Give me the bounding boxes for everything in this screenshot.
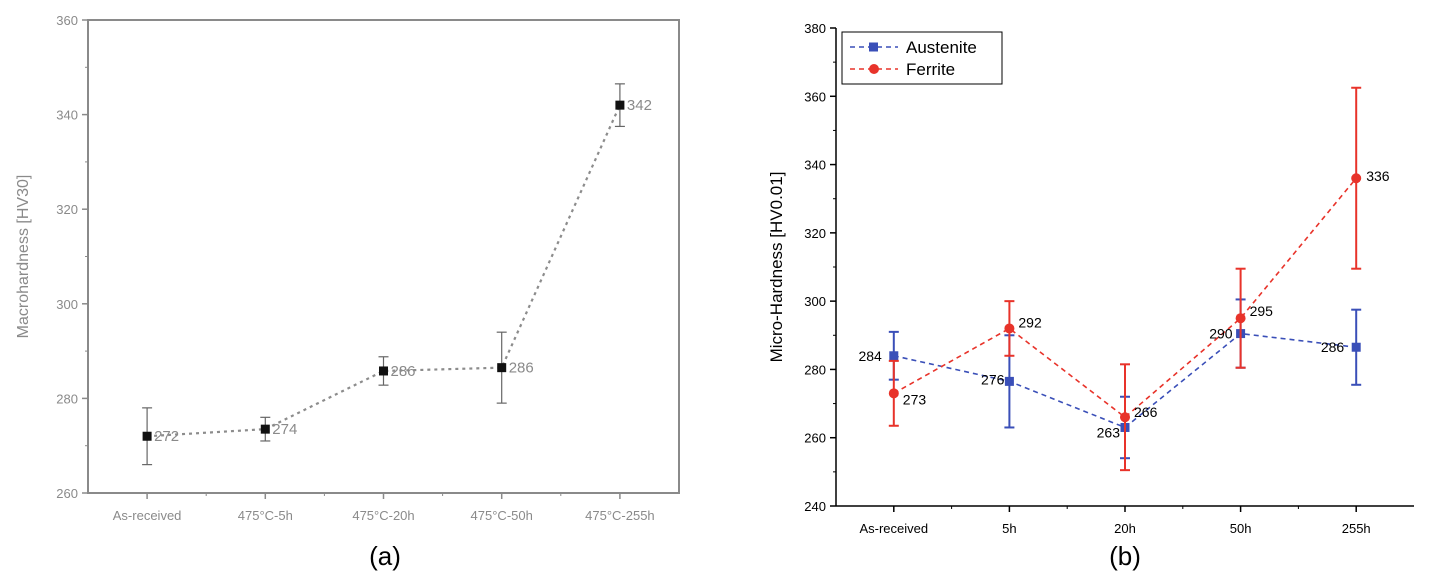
data-point xyxy=(142,431,152,441)
y-axis-label: Micro-Hardness [HV0.01] xyxy=(767,172,786,363)
data-label: 336 xyxy=(1366,168,1390,184)
data-point xyxy=(1351,173,1362,184)
data-point xyxy=(1351,342,1361,352)
legend-label: Ferrite xyxy=(906,60,955,79)
data-label: 274 xyxy=(272,421,297,438)
data-label: 266 xyxy=(1134,404,1158,420)
data-point xyxy=(497,363,507,373)
data-label: 286 xyxy=(1321,339,1345,355)
x-tick-label: 475°C-20h xyxy=(352,508,414,523)
x-tick-label: 475°C-255h xyxy=(585,508,655,523)
microhardness-chart: 240 260 280 300 320 340 360 380 As-received 5h 20h… xyxy=(767,21,1414,571)
y-tick-label: 300 xyxy=(804,294,826,309)
data-label: 286 xyxy=(391,363,416,380)
y-tick-label: 360 xyxy=(56,13,78,28)
data-point xyxy=(615,100,625,110)
data-label: 295 xyxy=(1250,303,1274,319)
x-tick-label: 50h xyxy=(1230,521,1252,536)
panel-label: (a) xyxy=(369,541,401,571)
data-label: 273 xyxy=(903,391,927,407)
y-tick-label: 340 xyxy=(56,108,78,123)
y-tick-label: 360 xyxy=(804,89,826,104)
y-tick-label: 380 xyxy=(804,21,826,36)
y-axis-label: Macrohardness [HV30] xyxy=(15,175,32,339)
legend-marker xyxy=(869,64,879,74)
x-tick-label: 5h xyxy=(1002,521,1016,536)
data-point xyxy=(260,424,270,434)
legend-box xyxy=(841,31,1003,85)
x-tick-label: As-received xyxy=(859,521,928,536)
data-label: 263 xyxy=(1097,424,1121,440)
legend-marker xyxy=(869,42,878,52)
panel-label: (b) xyxy=(1109,541,1141,571)
data-point xyxy=(889,351,899,361)
x-tick-label: 255h xyxy=(1342,521,1371,536)
y-tick-label: 320 xyxy=(804,226,826,241)
y-tick-label: 300 xyxy=(56,297,78,312)
y-tick-label: 320 xyxy=(56,202,78,217)
data-point xyxy=(1120,412,1130,423)
data-point xyxy=(1235,313,1246,324)
legend-label: Austenite xyxy=(906,38,977,57)
x-tick-label: 475°C-50h xyxy=(471,508,533,523)
data-label: 284 xyxy=(858,348,882,364)
data-label: 276 xyxy=(981,371,1005,387)
data-point xyxy=(888,388,899,399)
data-label: 286 xyxy=(509,360,534,377)
data-point xyxy=(1004,323,1015,334)
data-label: 292 xyxy=(1018,314,1042,330)
series-line xyxy=(147,104,621,438)
data-label: 272 xyxy=(154,428,179,445)
y-tick-label: 260 xyxy=(56,486,78,501)
y-tick-label: 280 xyxy=(804,362,826,377)
macrohardness-chart: 260 280 300 320 340 360 As-received 475°C-5h 475… xyxy=(15,13,680,571)
y-tick-label: 280 xyxy=(56,391,78,406)
x-tick-label: As-received xyxy=(113,508,182,523)
data-point xyxy=(1004,376,1014,386)
y-tick-label: 240 xyxy=(804,499,826,514)
x-tick-label: 20h xyxy=(1114,521,1136,536)
y-tick-label: 340 xyxy=(804,158,826,173)
plot-frame xyxy=(87,19,680,494)
data-label: 290 xyxy=(1209,326,1233,342)
x-tick-label: 475°C-5h xyxy=(238,508,293,523)
data-point xyxy=(379,366,388,376)
data-label: 342 xyxy=(627,97,652,114)
y-tick-label: 260 xyxy=(804,431,826,446)
